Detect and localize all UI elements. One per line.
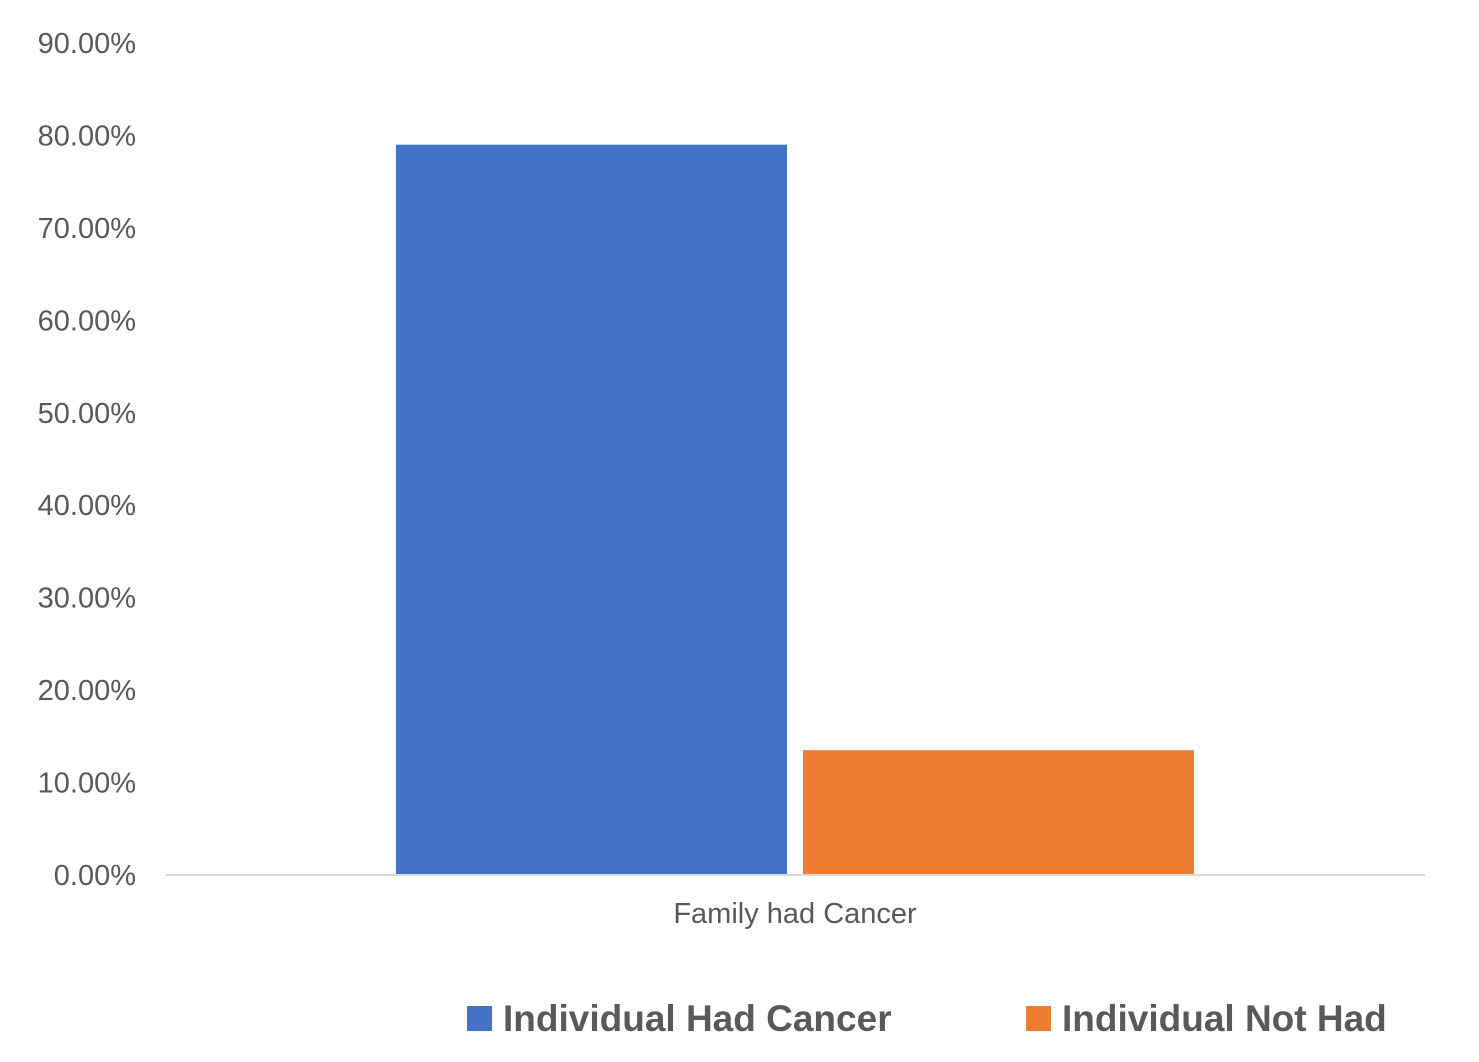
legend-label: Individual Had Cancer	[503, 998, 892, 1039]
y-tick-label: 80.00%	[38, 120, 136, 152]
bars-group	[396, 144, 1194, 875]
bar-individual-had-cancer	[396, 144, 787, 875]
legend-swatch	[467, 1006, 492, 1031]
bar-individual-not-had	[803, 750, 1194, 875]
y-axis-ticks: 0.00% 10.00% 20.00% 30.00% 40.00% 50.00% 60.00…	[38, 28, 136, 892]
y-tick-label: 40.00%	[38, 490, 136, 522]
category-labels: Family had Cancer	[673, 898, 917, 930]
y-tick-label: 90.00%	[38, 28, 136, 60]
y-tick-label: 0.00%	[54, 860, 136, 892]
legend-label: Individual Not Had	[1062, 998, 1387, 1039]
y-tick-label: 60.00%	[38, 305, 136, 337]
legend: Individual Had Cancer Individual Not Had	[467, 998, 1387, 1039]
legend-swatch	[1026, 1006, 1051, 1031]
y-tick-label: 50.00%	[38, 398, 136, 430]
y-tick-label: 30.00%	[38, 583, 136, 615]
y-tick-label: 10.00%	[38, 768, 136, 800]
category-label: Family had Cancer	[673, 898, 917, 930]
y-tick-label: 70.00%	[38, 213, 136, 245]
y-tick-label: 20.00%	[38, 675, 136, 707]
